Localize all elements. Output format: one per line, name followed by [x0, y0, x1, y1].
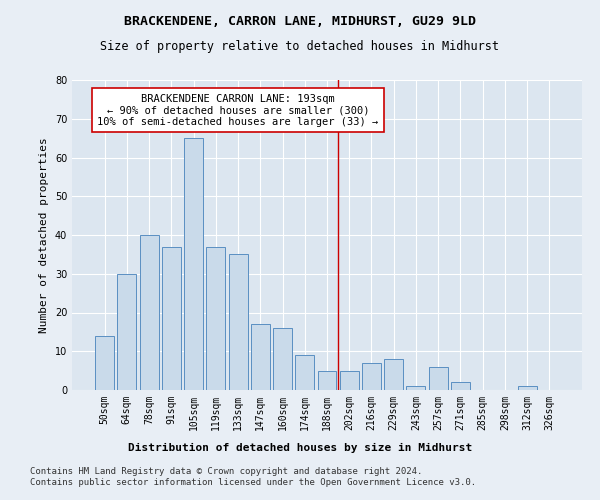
Y-axis label: Number of detached properties: Number of detached properties [39, 137, 49, 333]
Text: BRACKENDENE, CARRON LANE, MIDHURST, GU29 9LD: BRACKENDENE, CARRON LANE, MIDHURST, GU29… [124, 15, 476, 28]
Bar [118, 274, 136, 390]
Bar [362, 363, 381, 390]
Bar [451, 382, 470, 390]
Text: Size of property relative to detached houses in Midhurst: Size of property relative to detached ho… [101, 40, 499, 53]
Text: BRACKENDENE CARRON LANE: 193sqm
← 90% of detached houses are smaller (300)
10% o: BRACKENDENE CARRON LANE: 193sqm ← 90% of… [97, 94, 379, 127]
Bar [340, 370, 359, 390]
Bar [140, 235, 158, 390]
Text: Distribution of detached houses by size in Midhurst: Distribution of detached houses by size … [128, 442, 472, 452]
Bar [518, 386, 536, 390]
Bar [273, 328, 292, 390]
Bar [251, 324, 270, 390]
Bar [295, 355, 314, 390]
Bar [317, 370, 337, 390]
Bar [229, 254, 248, 390]
Text: Contains HM Land Registry data © Crown copyright and database right 2024.
Contai: Contains HM Land Registry data © Crown c… [30, 468, 476, 487]
Bar [95, 336, 114, 390]
Bar [406, 386, 425, 390]
Bar [429, 367, 448, 390]
Bar [184, 138, 203, 390]
Bar [206, 246, 225, 390]
Bar [384, 359, 403, 390]
Bar [162, 246, 181, 390]
